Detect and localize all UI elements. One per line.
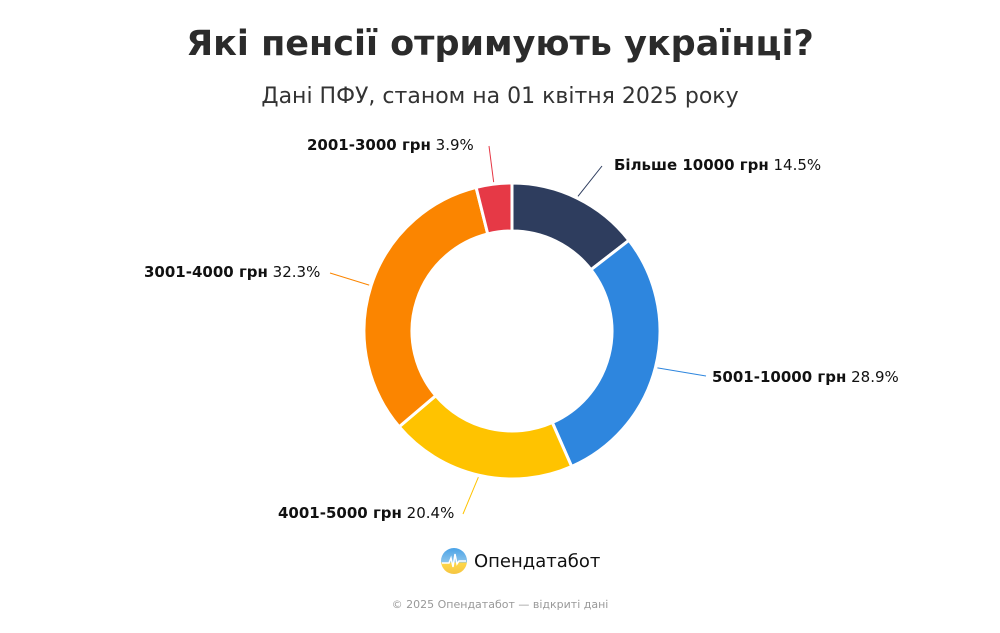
- chart-subtitle: Дані ПФУ, станом на 01 квітня 2025 року: [261, 84, 739, 109]
- leader-line: [488, 145, 495, 183]
- leader-line: [577, 165, 603, 197]
- donut-slice: [550, 238, 662, 468]
- donut-slice: [362, 185, 490, 429]
- slice-label: 2001-3000 грн 3.9%: [307, 136, 474, 154]
- donut-slice: [474, 181, 514, 236]
- donut-slice: [397, 394, 574, 481]
- brand-name: Опендатабот: [474, 550, 601, 572]
- opendatabot-logo-icon: [441, 548, 467, 574]
- slice-label: 4001-5000 грн 20.4%: [278, 504, 455, 522]
- slice-label: Більше 10000 грн 14.5%: [614, 156, 822, 174]
- slice-label: 5001-10000 грн 28.9%: [712, 368, 899, 386]
- brand-logo: Опендатабот: [440, 547, 600, 575]
- slice-label: 3001-4000 грн 32.3%: [144, 263, 321, 281]
- leader-line: [657, 367, 707, 377]
- leader-line: [462, 476, 479, 515]
- leader-line: [329, 272, 370, 286]
- chart-title: Які пенсії отримують українці?: [186, 24, 814, 64]
- footer-text: © 2025 Опендатабот — відкриті дані: [391, 598, 609, 611]
